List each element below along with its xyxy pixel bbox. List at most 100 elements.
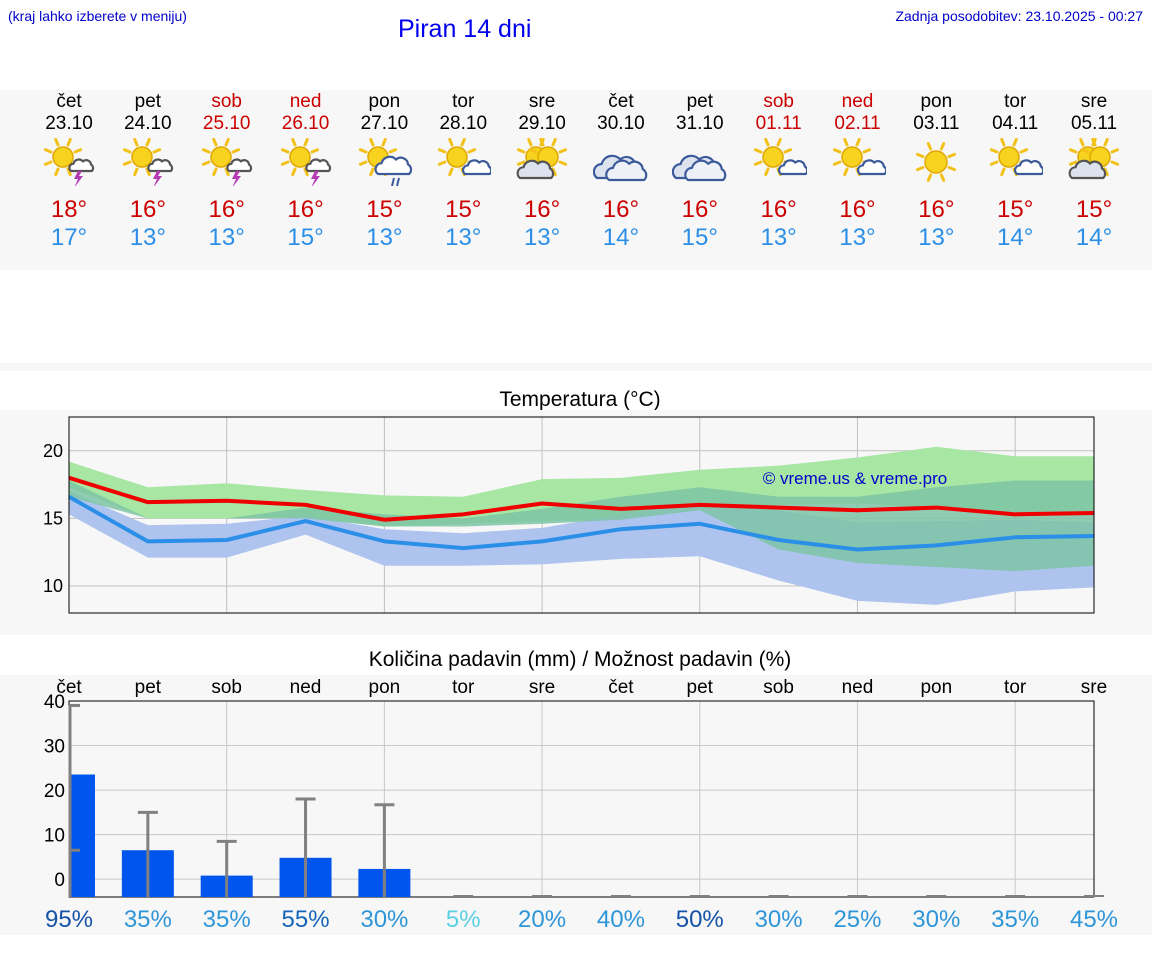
day-date: 03.11 (913, 113, 960, 134)
temperature-chart-title: Temperatura (°C) (499, 388, 661, 411)
max-temperature: 15° (445, 196, 482, 223)
day-of-week: sob (763, 91, 794, 112)
precipitation-probability: 35% (991, 906, 1039, 933)
precipitation-probability: 30% (755, 906, 803, 933)
day-of-week: tor (1004, 91, 1027, 112)
precipitation-probability: 45% (1070, 906, 1118, 933)
last-update: Zadnja posodobitev: 23.10.2025 - 00:27 (895, 8, 1143, 24)
day-of-week: pon (368, 91, 401, 112)
daily-forecast-strip: čet 23.10 18° 17° pet 24.10 16° 13° sob 25.10 16° 1… (0, 90, 1152, 270)
day-column: pet 24.10 16° 13° (108, 90, 188, 252)
min-temperature: 14° (1075, 224, 1113, 251)
page-title: Piran 14 dni (398, 15, 532, 43)
min-temperature: 13° (839, 224, 876, 251)
sun-small-cloud-icon (438, 138, 492, 177)
min-temperature: 13° (445, 224, 482, 251)
y-tick-label: 20 (43, 441, 63, 461)
precipitation-probability: 30% (360, 906, 408, 933)
day-date: 02.11 (834, 113, 881, 134)
sun-grey-cloud-icon (1068, 138, 1120, 180)
day-date: 24.10 (124, 113, 172, 134)
day-date: 29.10 (518, 113, 566, 134)
sun-thunderstorm-icon (201, 138, 252, 186)
day-of-week: sre (1080, 91, 1108, 112)
max-temperature: 16° (208, 196, 245, 223)
day-date: 28.10 (439, 113, 488, 134)
precipitation-chart: čet pet sob ned pon tor sre čet pet sob ned pon tor s… (44, 677, 1118, 933)
y-tick-label: 10 (44, 826, 65, 847)
cloudy-icon (592, 154, 648, 182)
precipitation-probability: 40% (597, 906, 645, 933)
cloudy-icon (671, 154, 727, 182)
category-label: ned (842, 677, 874, 698)
separator (0, 363, 1152, 371)
category-label: sob (211, 677, 242, 698)
day-of-week: sob (211, 91, 242, 112)
max-temperature: 15° (366, 196, 403, 223)
precipitation-bar (69, 774, 95, 897)
temperature-chart: 10 15 20 © vreme.us & vreme.pro (43, 416, 1095, 614)
location-hint: (kraj lahko izberete v meniju) (8, 8, 187, 24)
max-temperature-line (68, 475, 1095, 522)
precipitation-panel: čet pet sob ned pon tor sre čet pet sob ned pon tor s… (0, 675, 1152, 935)
y-tick-label: 15 (43, 508, 63, 528)
sun-grey-cloud-icon (516, 138, 568, 180)
day-of-week: sre (528, 91, 556, 112)
y-tick-label: 40 (44, 692, 65, 713)
day-column: pon 03.11 16° 13° (896, 90, 976, 252)
category-label: pet (687, 677, 714, 698)
precipitation-probability: 20% (518, 906, 566, 933)
day-column: čet 30.10 16° 14° (581, 90, 661, 252)
sun-small-cloud-icon (753, 138, 807, 177)
max-temperature: 15° (997, 196, 1034, 223)
category-label: tor (452, 677, 475, 698)
min-temperature: 13° (129, 224, 166, 251)
category-label: pon (920, 677, 952, 698)
max-temperature: 16° (287, 196, 324, 223)
sun-thunderstorm-icon (43, 138, 95, 186)
category-label: čet (56, 677, 82, 698)
sun-thunderstorm-icon (122, 138, 173, 186)
category-label: tor (1004, 677, 1027, 698)
day-of-week: pet (686, 91, 713, 112)
day-column: pon 27.10 15° 13° (344, 90, 424, 252)
sun-thunderstorm-icon (280, 138, 331, 186)
watermark: © vreme.us & vreme.pro (763, 469, 947, 488)
max-temperature: 16° (760, 196, 797, 223)
precipitation-probability: 5% (446, 906, 481, 933)
day-date: 23.10 (45, 113, 93, 134)
day-of-week: čet (608, 91, 634, 112)
max-temperature: 15° (1075, 196, 1113, 223)
min-temperature: 13° (918, 224, 955, 251)
day-of-week: ned (289, 91, 322, 112)
day-of-week: tor (452, 91, 475, 112)
day-date: 01.11 (755, 113, 802, 134)
min-temperature: 14° (997, 224, 1034, 251)
sun-rain-icon (359, 138, 413, 186)
day-column: ned 02.11 16° 13° (818, 90, 898, 252)
day-of-week: ned (841, 91, 874, 112)
precipitation-chart-title: Količina padavin (mm) / Možnost padavin … (368, 648, 792, 671)
category-label: sre (529, 677, 555, 698)
max-temperature: 16° (602, 196, 640, 223)
plot-frame (68, 700, 1095, 898)
day-date: 05.11 (1070, 113, 1118, 134)
day-column: tor 28.10 15° 13° (423, 90, 503, 252)
day-date: 27.10 (360, 113, 409, 134)
max-temperature: 16° (129, 196, 166, 223)
category-label: sob (763, 677, 794, 698)
day-date: 04.11 (992, 113, 1039, 134)
min-temperature: 13° (208, 224, 245, 251)
day-column: tor 04.11 15° 14° (975, 90, 1055, 252)
day-column: sob 25.10 16° 13° (187, 90, 267, 252)
category-label: pon (369, 677, 401, 698)
day-date: 26.10 (281, 113, 330, 134)
temperature-panel: 10 15 20 © vreme.us & vreme.pro (0, 410, 1152, 635)
day-column: sob 01.11 16° 13° (739, 90, 819, 252)
category-label: sre (1081, 677, 1107, 698)
sun-small-cloud-icon (832, 138, 886, 177)
sun-icon (916, 142, 957, 182)
precipitation-probability: 95% (45, 906, 93, 933)
day-column: ned 26.10 16° 15° (266, 90, 346, 252)
day-date: 31.10 (676, 113, 724, 134)
